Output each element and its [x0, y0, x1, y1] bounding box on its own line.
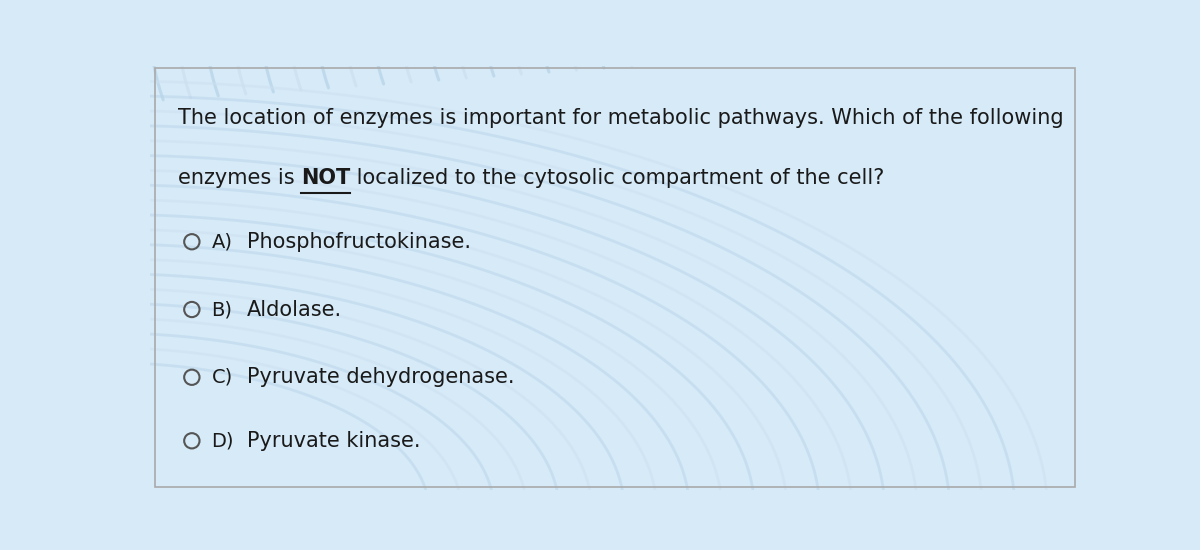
- Text: Aldolase.: Aldolase.: [247, 300, 342, 320]
- Text: Pyruvate kinase.: Pyruvate kinase.: [247, 431, 420, 451]
- Text: A): A): [211, 232, 233, 251]
- Text: B): B): [211, 300, 233, 319]
- Text: NOT: NOT: [301, 168, 350, 188]
- Text: D): D): [211, 431, 234, 450]
- Text: Phosphofructokinase.: Phosphofructokinase.: [247, 232, 470, 252]
- Text: The location of enzymes is important for metabolic pathways. Which of the follow: The location of enzymes is important for…: [178, 108, 1063, 128]
- Text: C): C): [211, 368, 233, 387]
- Text: localized to the cytosolic compartment of the cell?: localized to the cytosolic compartment o…: [350, 168, 884, 188]
- Text: Pyruvate dehydrogenase.: Pyruvate dehydrogenase.: [247, 367, 515, 387]
- Text: enzymes is: enzymes is: [178, 168, 301, 188]
